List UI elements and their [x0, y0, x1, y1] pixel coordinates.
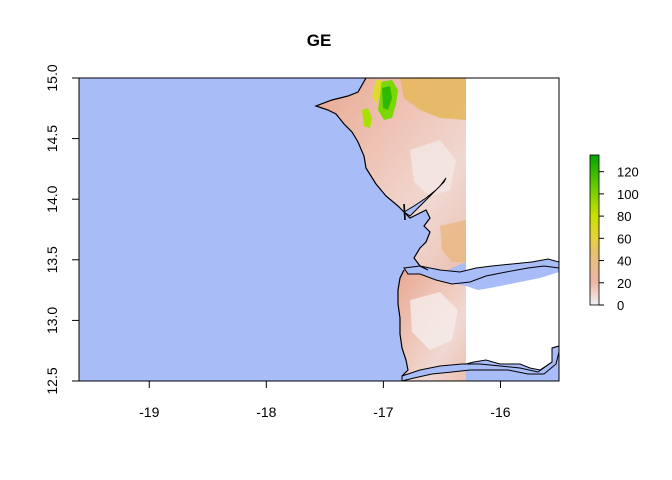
- y-tick-label: 13.5: [44, 246, 60, 273]
- elevation-raster: [316, 78, 466, 381]
- lowland-area-south: [410, 292, 458, 350]
- plot-frame: [78, 77, 560, 382]
- high-terrain-north: [400, 78, 466, 120]
- saloum-estuary: [403, 177, 447, 217]
- legend-tick-label: 100: [617, 187, 639, 202]
- coastline-south: [397, 269, 409, 377]
- y-tick-label: 14.0: [44, 185, 60, 212]
- elevation-legend: 0 20 40 60 80 100 120: [589, 154, 639, 313]
- legend-tick-label: 80: [617, 209, 631, 224]
- legend-tick-label: 120: [617, 165, 639, 180]
- legend-colorbar: [589, 154, 600, 306]
- green-highland-2: [362, 108, 372, 128]
- legend-tick-label: 40: [617, 254, 631, 269]
- y-axis: 15.0 14.5 14.0 13.5 13.0 12.5: [44, 64, 79, 395]
- map-title: GE: [307, 31, 332, 50]
- x-tick-label: -19: [139, 404, 159, 420]
- y-tick-label: 15.0: [44, 64, 60, 91]
- x-tick-label: -16: [490, 404, 510, 420]
- high-terrain-east: [440, 220, 466, 262]
- green-highland-core: [382, 86, 392, 110]
- yellow-ridge: [372, 80, 382, 104]
- x-tick-label: -18: [256, 404, 276, 420]
- x-axis: -19 -18 -17 -16: [139, 381, 511, 420]
- map-panel: [79, 78, 559, 381]
- legend-tick-label: 0: [617, 298, 624, 313]
- x-tick-label: -17: [373, 404, 393, 420]
- coastline-north: [314, 78, 431, 271]
- legend-tick-label: 20: [617, 276, 631, 291]
- legend-tick-label: 60: [617, 231, 631, 246]
- legend-ticks: 0 20 40 60 80 100 120: [599, 165, 639, 313]
- land-outside-raster: [466, 78, 559, 370]
- y-tick-label: 12.5: [44, 367, 60, 394]
- peninsula-tip: [403, 203, 406, 221]
- casamance-river: [401, 345, 559, 381]
- y-tick-label: 14.5: [44, 125, 60, 152]
- northern-landmass: [316, 78, 466, 272]
- y-tick-label: 13.0: [44, 307, 60, 334]
- coastline-interior-east: [465, 345, 559, 371]
- gambia-river: [403, 258, 559, 285]
